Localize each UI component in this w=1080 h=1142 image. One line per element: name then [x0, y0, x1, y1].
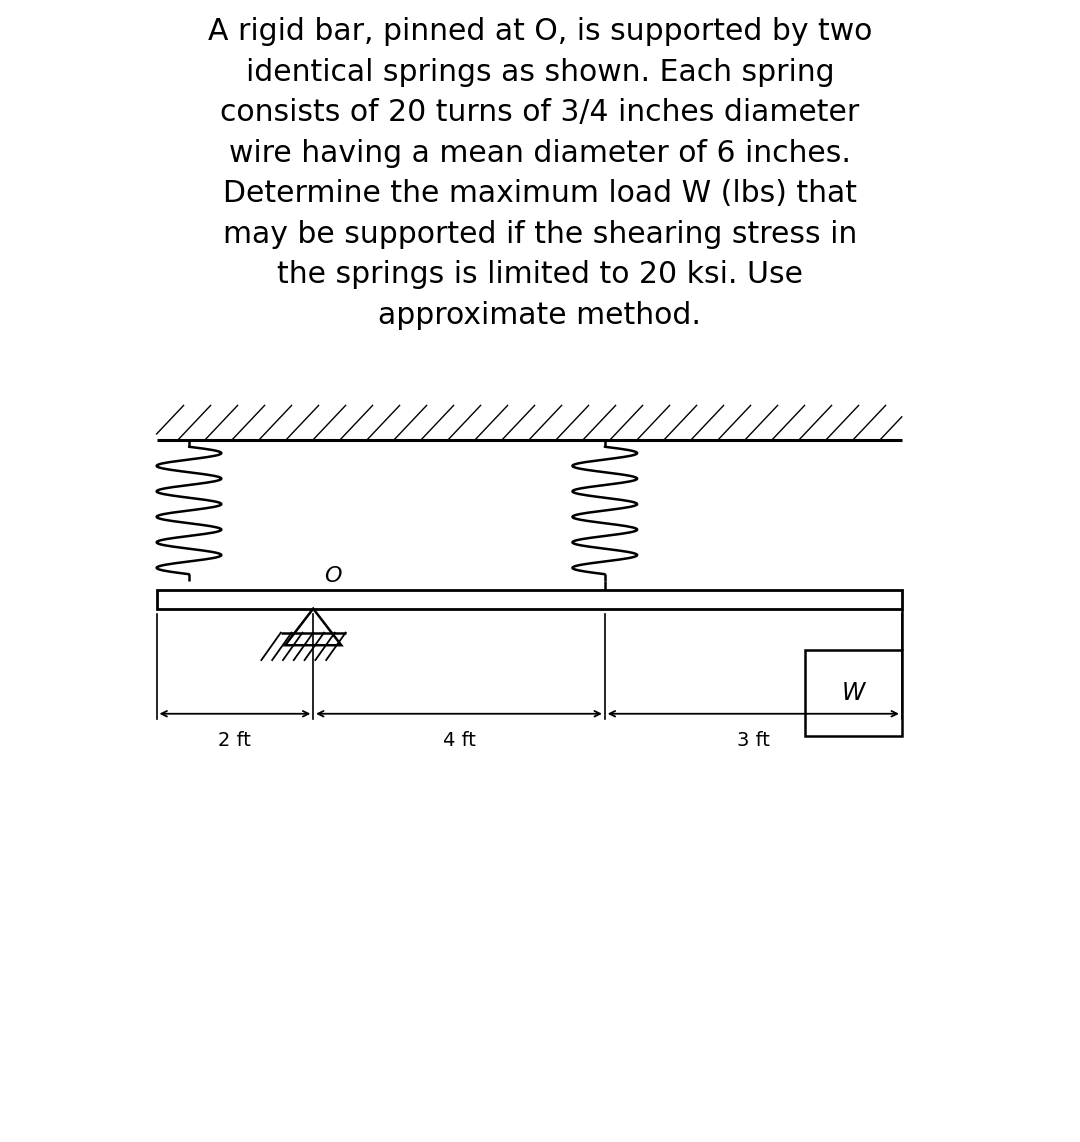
Text: W: W	[841, 681, 865, 706]
Bar	[157, 590, 902, 609]
Text: O: O	[324, 565, 341, 586]
Bar	[805, 650, 902, 735]
Text: 4 ft: 4 ft	[443, 731, 475, 750]
Text: 2 ft: 2 ft	[218, 731, 252, 750]
Text: A rigid bar, pinned at O, is supported by two
identical springs as shown. Each s: A rigid bar, pinned at O, is supported b…	[207, 17, 873, 330]
Text: 3 ft: 3 ft	[737, 731, 770, 750]
